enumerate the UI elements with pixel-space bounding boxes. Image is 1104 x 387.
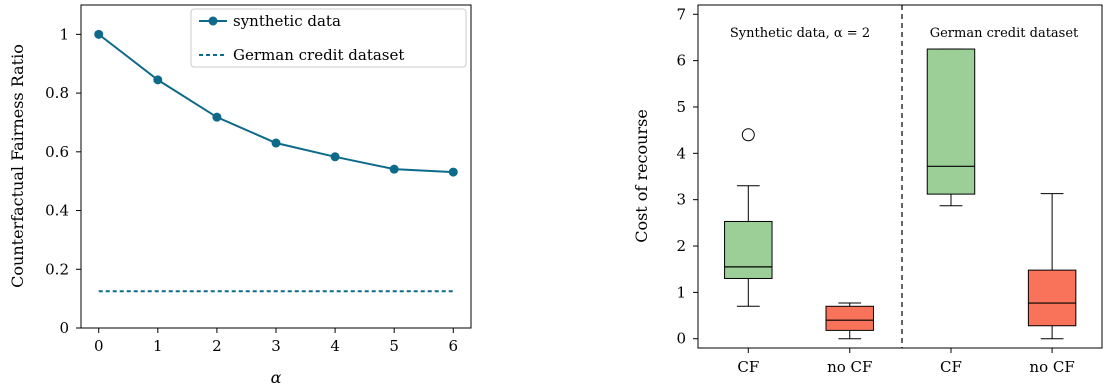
left-y-tick-label: 1 (59, 25, 69, 43)
box (724, 220, 773, 279)
left-x-tick-label: 5 (389, 337, 399, 355)
fairness-ratio-chart: 0 1 2 3 4 5 6 0 0.2 0.4 0.6 0.8 1 α Counterfactual … (8, 4, 472, 387)
synthetic-data-point (448, 167, 458, 177)
left-y-tick-label: 0.8 (45, 84, 69, 102)
right-x-ticks: CF no CF CF no CF (737, 348, 1075, 376)
left-x-tick-label: 3 (271, 337, 281, 355)
panel-label-german: German credit dataset (930, 26, 1079, 41)
right-y-ticks: 0 1 2 3 4 5 6 7 (676, 5, 698, 348)
left-y-ticks: 0 0.2 0.4 0.6 0.8 1 (45, 25, 81, 337)
left-x-tick-label: 2 (212, 337, 222, 355)
right-y-tick-label: 4 (676, 144, 686, 162)
right-plot-frame (697, 4, 1103, 349)
synthetic-data-point (389, 164, 399, 174)
right-y-tick-label: 0 (676, 330, 686, 348)
right-x-tick-label: no CF (827, 358, 872, 376)
left-x-tick-label: 6 (448, 337, 458, 355)
right-y-tick-label: 1 (676, 283, 686, 301)
right-boxes (724, 48, 1077, 340)
left-x-tick-label: 4 (330, 337, 340, 355)
right-y-tick-label: 5 (676, 98, 686, 116)
legend: synthetic data German credit dataset (190, 8, 467, 68)
synthetic-data-point (330, 152, 340, 162)
legend-label-german: German credit dataset (233, 46, 404, 64)
left-y-tick-label: 0 (59, 319, 69, 337)
box (926, 48, 976, 195)
legend-marker (208, 16, 218, 26)
synthetic-data-point (94, 29, 104, 39)
right-y-tick-label: 7 (676, 5, 686, 23)
legend-label-synthetic: synthetic data (233, 12, 341, 30)
synthetic-data-point (271, 138, 281, 148)
recourse-cost-chart: Synthetic data, α = 2 German credit data… (632, 4, 1103, 376)
right-x-tick-label: CF (940, 358, 962, 376)
left-x-axis-label: α (271, 368, 282, 387)
right-y-axis-label: Cost of recourse (632, 109, 651, 243)
left-x-tick-label: 0 (94, 337, 104, 355)
outlier-point (741, 128, 755, 142)
synthetic-data-point (153, 75, 163, 85)
right-x-tick-label: no CF (1029, 358, 1074, 376)
left-y-tick-label: 0.6 (45, 143, 69, 161)
right-y-tick-label: 2 (676, 237, 686, 255)
synthetic-data-point (212, 112, 222, 122)
right-y-tick-label: 6 (676, 52, 686, 70)
left-x-ticks: 0 1 2 3 4 5 6 (94, 328, 458, 355)
right-y-tick-label: 3 (676, 191, 686, 209)
box (825, 305, 874, 331)
left-series (94, 29, 458, 293)
legend-frame (190, 8, 467, 68)
box (1027, 269, 1077, 327)
left-y-axis-label: Counterfactual Fairness Ratio (8, 44, 27, 288)
left-x-tick-label: 1 (153, 337, 163, 355)
panel-label-synthetic: Synthetic data, α = 2 (730, 26, 870, 41)
left-y-tick-label: 0.4 (45, 202, 69, 220)
left-y-tick-label: 0.2 (45, 260, 69, 278)
right-x-tick-label: CF (737, 358, 759, 376)
